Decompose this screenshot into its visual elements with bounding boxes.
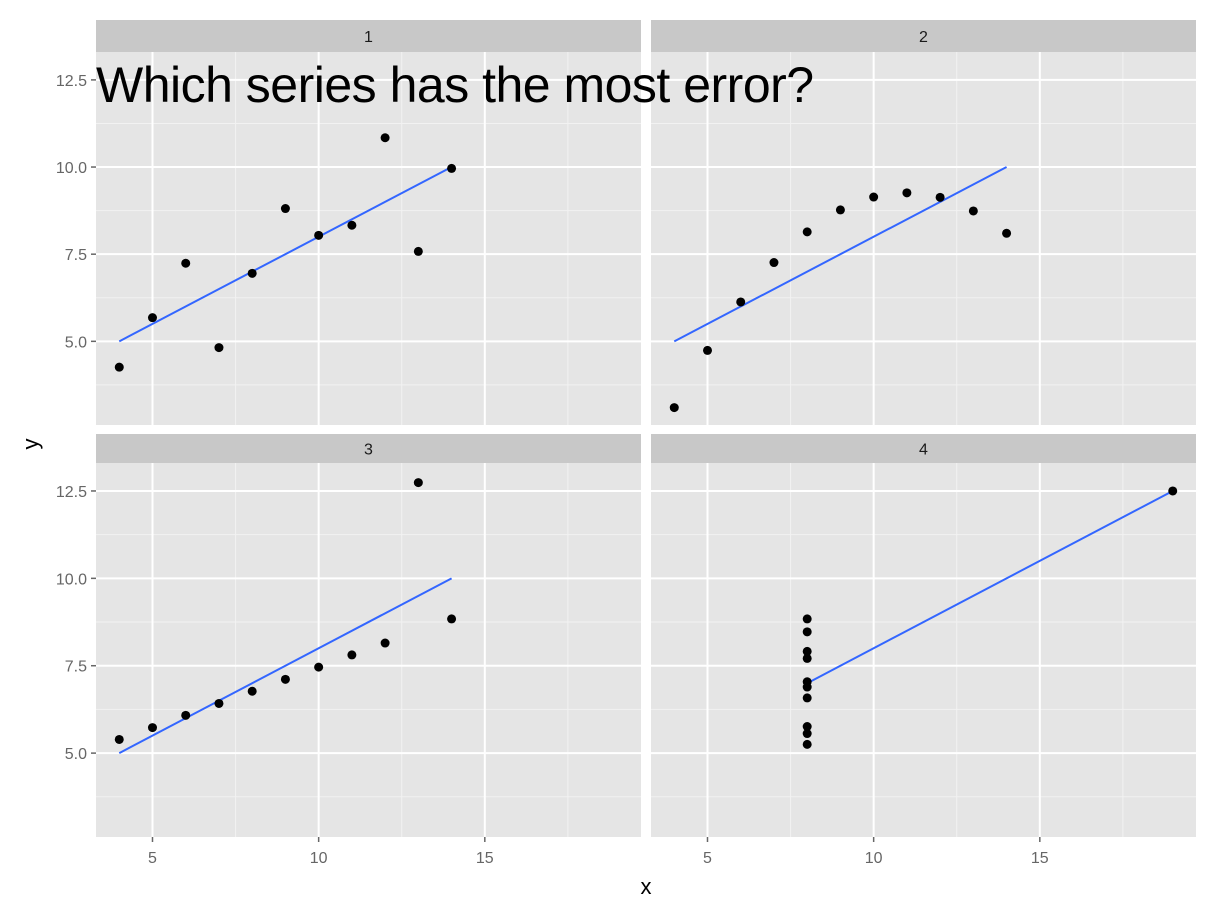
y-tick-label: 7.5 <box>65 659 87 676</box>
data-point <box>802 729 812 739</box>
data-point <box>802 653 812 663</box>
y-tick-label: 5.0 <box>65 334 87 351</box>
data-point <box>802 682 812 692</box>
y-axis-title: y <box>18 439 43 450</box>
y-tick-label: 10.0 <box>56 160 87 177</box>
data-point <box>1168 486 1178 496</box>
data-point <box>314 662 324 672</box>
overlay-question-text: Which series has the most error? <box>96 57 814 113</box>
facet-strip <box>651 434 1196 463</box>
data-point <box>247 268 257 278</box>
data-point <box>869 192 879 202</box>
data-point <box>447 614 457 624</box>
data-point <box>802 227 812 237</box>
data-point <box>835 205 845 215</box>
data-point <box>181 258 191 268</box>
facet-strip <box>96 434 641 463</box>
x-axis-title: x <box>641 874 652 899</box>
data-point <box>769 258 779 268</box>
y-tick-label: 7.5 <box>65 247 87 264</box>
data-point <box>413 478 423 488</box>
data-point <box>114 362 124 372</box>
fit-line <box>673 166 1008 343</box>
data-point <box>736 297 746 307</box>
data-point <box>1002 228 1012 238</box>
data-point <box>968 206 978 216</box>
data-point <box>802 614 812 624</box>
data-point <box>380 133 390 143</box>
data-point <box>802 722 812 732</box>
panel-3: 3 5.0 7.5 10.0 12.5 5 10 15 <box>56 434 641 867</box>
data-point <box>447 163 457 173</box>
data-point <box>802 693 812 703</box>
data-point <box>214 343 224 353</box>
data-point <box>347 650 357 660</box>
panel-background <box>96 52 641 425</box>
data-point <box>347 220 357 230</box>
panel-background <box>96 463 641 837</box>
data-point <box>380 638 390 648</box>
y-tick-label: 12.5 <box>56 73 87 90</box>
panel-2: 2 <box>651 20 1196 425</box>
data-point <box>702 345 712 355</box>
x-tick-label: 5 <box>703 850 712 867</box>
facet-strip <box>96 20 641 52</box>
data-point <box>802 739 812 749</box>
fit-line <box>118 166 453 343</box>
y-tick-label: 10.0 <box>56 571 87 588</box>
facet-strip-label: 2 <box>919 29 928 46</box>
data-point <box>669 403 679 413</box>
facet-strip-label: 3 <box>364 442 373 459</box>
x-tick-label: 5 <box>148 850 157 867</box>
data-point <box>802 646 812 656</box>
y-tick-label: 12.5 <box>56 484 87 501</box>
data-point <box>802 627 812 637</box>
facet-strip <box>651 20 1196 52</box>
x-tick-label: 15 <box>1031 850 1049 867</box>
data-point <box>214 698 224 708</box>
y-tick-label: 5.0 <box>65 746 87 763</box>
x-tick-label: 10 <box>310 850 328 867</box>
data-point <box>147 313 157 323</box>
panel-1: 1 5.0 7.5 10.0 12.5 <box>56 20 641 425</box>
facet-strip-label: 4 <box>919 442 928 459</box>
data-point <box>247 686 257 696</box>
fit-line <box>118 577 453 754</box>
data-point <box>280 674 290 684</box>
panel-background <box>651 463 1196 837</box>
data-point <box>935 192 945 202</box>
x-tick-label: 15 <box>476 850 494 867</box>
data-point <box>413 246 423 256</box>
data-point <box>147 723 157 733</box>
data-point <box>902 188 912 198</box>
data-point <box>280 204 290 214</box>
data-point <box>114 734 124 744</box>
panel-background <box>651 52 1196 425</box>
facet-strip-label: 1 <box>364 29 373 46</box>
x-tick-label: 10 <box>865 850 883 867</box>
data-point <box>314 230 324 240</box>
fit-line <box>806 490 1174 685</box>
panel-4: 4 5 10 15 <box>651 434 1196 867</box>
data-point <box>181 710 191 720</box>
